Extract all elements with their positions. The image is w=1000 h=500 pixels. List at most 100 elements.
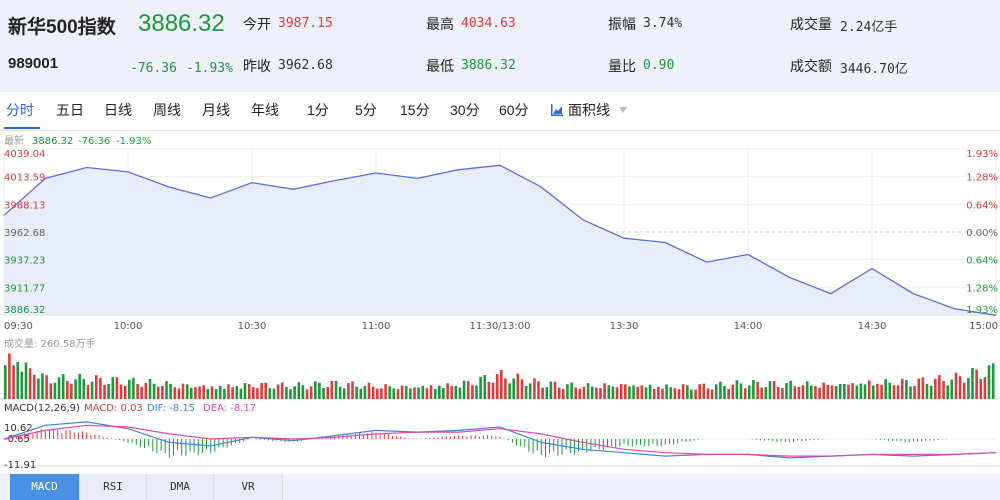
volume-bar: [752, 380, 755, 399]
volume-bar: [892, 385, 896, 399]
volume-bar: [491, 382, 495, 399]
tab-five-day[interactable]: 五日: [56, 102, 84, 118]
volume-bar: [847, 384, 850, 399]
volume-bar: [640, 385, 644, 399]
volume-bar: [404, 386, 408, 399]
tab-weekly[interactable]: 周线: [153, 102, 181, 118]
tab-macd[interactable]: MACD: [10, 474, 80, 500]
volume-bar: [628, 386, 631, 399]
volume-bars: [4, 353, 995, 399]
tab-30min[interactable]: 30分: [450, 102, 480, 118]
volume-bar: [231, 387, 234, 399]
high-label: 最高: [426, 16, 454, 32]
tab-yearly[interactable]: 年线: [251, 102, 279, 118]
volume-bar: [20, 371, 24, 399]
volume-bar: [128, 379, 131, 399]
chart-type-dropdown[interactable]: 面积线: [550, 100, 628, 120]
volume-bar: [12, 365, 15, 399]
tab-intraday[interactable]: 分时: [6, 102, 34, 118]
tab-vr[interactable]: VR: [214, 474, 283, 500]
volume-bar: [45, 375, 48, 399]
tab-60min[interactable]: 60分: [499, 102, 529, 118]
prev-close-value: 3962.68: [278, 58, 333, 73]
quote-header: 新华500指数 989001 3886.32 -76.36 -1.93% 今开 …: [0, 0, 1000, 92]
volume-bar: [132, 377, 135, 399]
volume-ratio-value: 0.90: [643, 58, 675, 73]
volume-bar: [471, 385, 474, 399]
volume-bar: [851, 383, 854, 399]
volume-bar: [148, 379, 152, 399]
volume-bar: [260, 383, 263, 399]
prev-close-label: 昨收: [243, 58, 271, 74]
volume-bar: [880, 384, 883, 399]
macd-tick-label: -0.65: [4, 434, 30, 445]
volume-bar: [619, 384, 623, 399]
volume-bar: [781, 388, 784, 399]
tab-dma[interactable]: DMA: [147, 474, 214, 500]
volume-bar: [500, 370, 503, 399]
tab-rsi[interactable]: RSI: [80, 474, 147, 500]
x-tick-label: 10:30: [238, 321, 267, 332]
volume-bar: [876, 383, 879, 399]
volume-bar: [462, 380, 466, 399]
volume-bar: [706, 388, 710, 399]
volume-bar: [70, 383, 73, 399]
volume-bar: [49, 383, 53, 399]
pct-tick-label: 0.64%: [966, 200, 998, 211]
tab-5min[interactable]: 5分: [355, 102, 377, 118]
tab-15min[interactable]: 15分: [400, 102, 430, 118]
volume-bar: [545, 387, 549, 399]
x-tick-label: 10:00: [114, 321, 143, 332]
volume-label: 成交量: [790, 16, 832, 32]
volume-bar: [764, 387, 768, 399]
volume-bar: [268, 388, 272, 399]
volume-bar: [247, 384, 251, 399]
volume-bar: [768, 381, 772, 399]
tab-1min[interactable]: 1分: [307, 102, 329, 118]
volume-bar: [334, 380, 338, 399]
tab-daily[interactable]: 日线: [104, 102, 132, 118]
volume-bar: [173, 387, 177, 399]
volume-bar: [140, 386, 143, 399]
volume-bar: [632, 385, 635, 399]
volume-bar: [223, 388, 226, 399]
tab-monthly[interactable]: 月线: [202, 102, 230, 118]
volume-bar: [210, 386, 214, 399]
volume-bar: [698, 384, 701, 399]
macd-tick-label: 10.62: [4, 423, 33, 434]
volume-bar: [739, 383, 743, 399]
volume-bar: [607, 385, 611, 399]
volume-bar: [41, 373, 44, 399]
volume-bar: [309, 386, 313, 399]
x-tick-label: 14:30: [858, 321, 887, 332]
volume-bar: [677, 389, 681, 399]
volume-bar: [177, 388, 181, 399]
y-tick-label: 4013.59: [4, 173, 45, 184]
volume-bar: [111, 377, 115, 399]
volume-bar: [4, 365, 7, 399]
volume-ratio-label: 量比: [608, 58, 636, 74]
volume-bar: [144, 382, 148, 399]
volume-bar: [570, 382, 573, 399]
volume-bar: [115, 377, 119, 399]
volume-bar: [409, 388, 412, 399]
volume-bar: [714, 384, 718, 399]
pct-tick-label: 0.64%: [966, 256, 998, 267]
latest-price: 3886.32: [32, 136, 73, 147]
volume-bar: [661, 388, 664, 399]
volume-bar: [413, 387, 416, 399]
volume-bar: [367, 382, 371, 399]
volume-bar: [123, 386, 127, 399]
volume-bar: [541, 387, 544, 399]
y-tick-label: 3937.23: [4, 256, 45, 267]
chart-type-label: 面积线: [568, 102, 610, 118]
dea-value: DEA: -8.17: [203, 403, 256, 414]
volume-bar: [119, 384, 123, 399]
volume-bar: [797, 386, 801, 399]
volume-bar: [603, 383, 606, 399]
volume-bar: [285, 387, 288, 399]
x-tick-label: 11:30/13:00: [469, 321, 530, 332]
volume-bar: [814, 386, 817, 399]
amplitude-value: 3.74%: [643, 16, 683, 31]
index-name: 新华500指数: [8, 17, 116, 38]
